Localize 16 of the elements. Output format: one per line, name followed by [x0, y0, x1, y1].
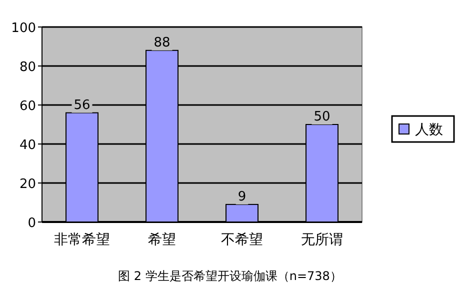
y-tick-label: 60: [19, 99, 36, 114]
data-label: 88: [154, 35, 170, 50]
y-tick-label: 40: [19, 138, 36, 153]
y-tick-label: 80: [19, 60, 36, 75]
caption: 图 2 学生是否希望开设瑜伽课（n=738）: [118, 269, 342, 283]
x-tick-label: 非常希望: [54, 232, 110, 248]
y-tick-label: 100: [11, 21, 36, 36]
x-tick-label: 不希望: [221, 232, 263, 248]
y-tick-label: 0: [28, 216, 36, 231]
data-label: 56: [74, 98, 90, 113]
legend-label: 人数: [415, 122, 443, 138]
x-tick-label: 无所谓: [301, 232, 343, 248]
data-label: 50: [314, 110, 330, 124]
y-tick-label: 20: [19, 177, 36, 192]
data-label: 9: [238, 189, 246, 204]
x-tick-label: 希望: [148, 232, 176, 248]
